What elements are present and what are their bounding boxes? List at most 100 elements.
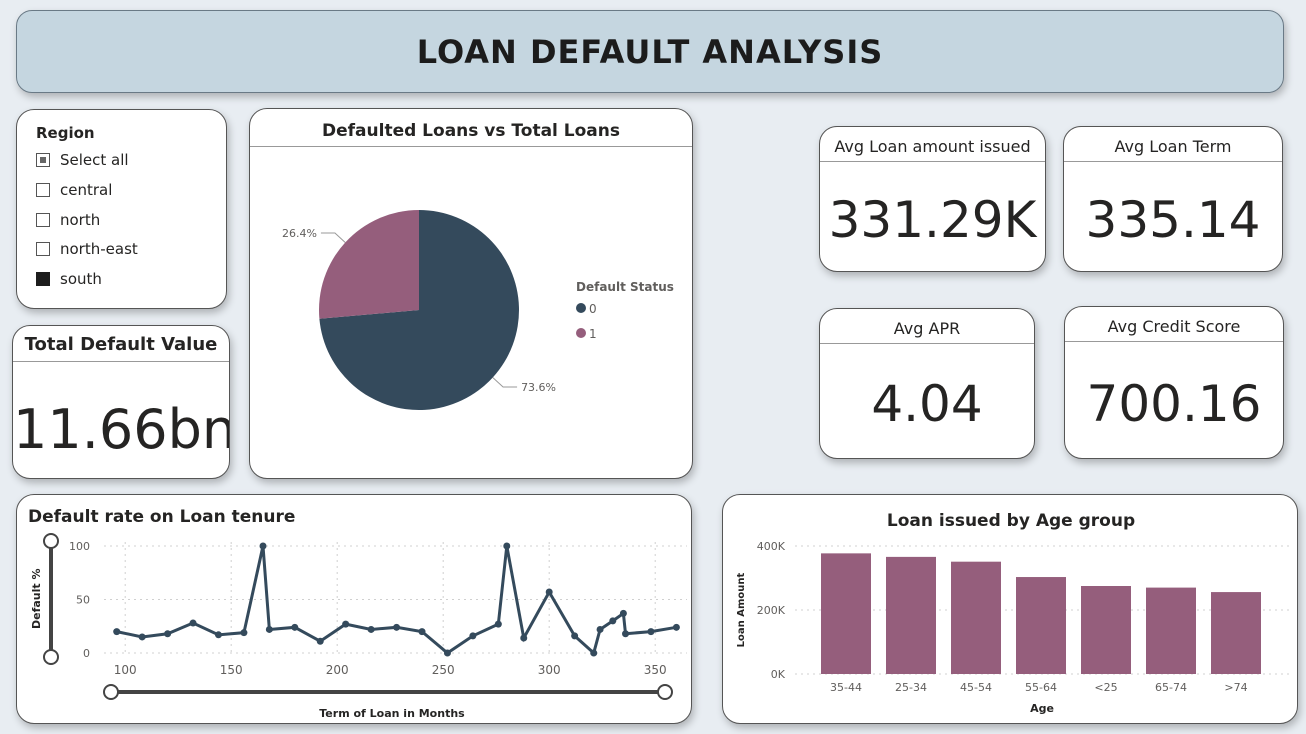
avg-apr-card: Avg APR 4.04	[819, 308, 1035, 459]
line-point[interactable]	[240, 629, 248, 637]
slicer-item-label: north-east	[60, 240, 138, 258]
bar-ylabel: Loan Amount	[736, 572, 747, 647]
slicer-title: Region	[36, 124, 95, 142]
line-point[interactable]	[259, 542, 267, 550]
legend-label-1: 1	[589, 327, 597, 341]
checkbox-icon[interactable]	[36, 183, 50, 197]
pie-legend-item-0[interactable]: 0	[576, 302, 597, 316]
line-xlabel: Term of Loan in Months	[319, 707, 465, 720]
line-point[interactable]	[609, 617, 617, 625]
checkbox-icon[interactable]	[36, 213, 50, 227]
x-range-slider-left-handle[interactable]	[103, 684, 119, 700]
checkbox-checked-icon[interactable]	[36, 272, 50, 286]
line-point[interactable]	[316, 637, 324, 645]
line-ytick-label: 100	[69, 540, 90, 553]
line-point[interactable]	[647, 628, 655, 636]
bar-xtick-label: 55-64	[1025, 681, 1057, 694]
line-xtick-label: 150	[220, 663, 243, 677]
line-point[interactable]	[113, 628, 121, 636]
pie-label-leader	[320, 232, 346, 243]
avg-credit-score-label: Avg Credit Score	[1107, 317, 1241, 336]
line-point[interactable]	[138, 633, 146, 641]
line-point[interactable]	[596, 625, 604, 633]
bar-chart: Loan issued by Age group 0K 200K 400K 35-4…	[736, 511, 1291, 715]
line-point[interactable]	[443, 649, 451, 657]
bar-ytick-label: 200K	[757, 604, 786, 617]
line-point[interactable]	[367, 625, 375, 633]
slicer-item-label: central	[60, 181, 113, 199]
line-point[interactable]	[418, 628, 426, 636]
avg-loan-amount-value: 331.29K	[828, 191, 1037, 249]
bar-xtick-label: 35-44	[830, 681, 862, 694]
checkbox-partial-icon[interactable]	[36, 153, 50, 167]
total-default-value: 11.66bn	[13, 398, 230, 461]
pie-slice-0[interactable]	[319, 210, 519, 410]
line-xtick-label: 350	[644, 663, 667, 677]
pie-chart-card: Defaulted Loans vs Total Loans 73.6% 26.4…	[249, 108, 693, 479]
bar-ytick-label: 400K	[757, 540, 786, 553]
line-point[interactable]	[214, 631, 222, 639]
bar-25-34[interactable]	[886, 556, 936, 674]
bar-chart-title: Loan issued by Age group	[887, 511, 1135, 531]
bar-xtick-label: <25	[1094, 681, 1117, 694]
line-point[interactable]	[265, 625, 273, 633]
pie-data-label-0: 73.6%	[521, 381, 556, 394]
line-point[interactable]	[520, 634, 528, 642]
pie-chart-title: Defaulted Loans vs Total Loans	[322, 121, 620, 141]
line-point[interactable]	[503, 542, 511, 550]
line-point[interactable]	[545, 588, 553, 596]
line-point[interactable]	[590, 649, 598, 657]
slicer-item-label: Select all	[60, 151, 129, 169]
avg-loan-amount-label: Avg Loan amount issued	[834, 137, 1031, 156]
line-point[interactable]	[619, 609, 627, 617]
line-point[interactable]	[291, 623, 299, 631]
line-xtick-label: 100	[114, 663, 137, 677]
legend-label-0: 0	[589, 302, 597, 316]
line-ytick-label: 0	[83, 647, 90, 660]
line-point[interactable]	[571, 632, 579, 640]
avg-loan-term-value: 335.14	[1085, 191, 1261, 249]
line-chart: Default rate on Loan tenure 0 50 100 100 15…	[28, 507, 687, 720]
avg-apr-label: Avg APR	[893, 319, 961, 338]
page-title: LOAN DEFAULT ANALYSIS	[416, 33, 884, 71]
bar-chart-card: Loan issued by Age group 0K 200K 400K 35-4…	[722, 494, 1298, 724]
line-chart-card: Default rate on Loan tenure 0 50 100 100 15…	[16, 494, 692, 724]
bar-xtick-label: 45-54	[960, 681, 992, 694]
slicer-item-label: north	[60, 211, 101, 229]
y-range-slider-top-handle[interactable]	[43, 533, 59, 549]
line-point[interactable]	[189, 619, 197, 627]
checkbox-icon[interactable]	[36, 242, 50, 256]
x-range-slider-right-handle[interactable]	[657, 684, 673, 700]
bar-55-64[interactable]	[1016, 577, 1066, 674]
slicer-item-north-east[interactable]: north-east	[36, 238, 138, 260]
line-xtick-label: 200	[326, 663, 349, 677]
line-point[interactable]	[494, 620, 502, 628]
bar->74[interactable]	[1211, 592, 1261, 674]
line-point[interactable]	[164, 630, 172, 638]
pie-legend-item-1[interactable]: 1	[576, 327, 597, 341]
slicer-item-central[interactable]: central	[36, 179, 112, 201]
bar-65-74[interactable]	[1146, 587, 1196, 674]
avg-apr-value: 4.04	[871, 375, 983, 433]
legend-swatch-1	[576, 328, 586, 338]
line-point[interactable]	[342, 620, 350, 628]
line-point[interactable]	[672, 623, 680, 631]
line-ytick-label: 50	[76, 594, 90, 607]
pie-slice-1[interactable]	[319, 210, 419, 319]
line-series	[116, 545, 677, 656]
bar-45-54[interactable]	[951, 561, 1001, 674]
bar-ytick-label: 0K	[771, 668, 786, 681]
line-xtick-label: 300	[538, 663, 561, 677]
line-point[interactable]	[622, 630, 630, 638]
slicer-item-south[interactable]: south	[36, 268, 102, 290]
slicer-item-north[interactable]: north	[36, 209, 100, 231]
bar-35-44[interactable]	[821, 553, 871, 674]
line-chart-title: Default rate on Loan tenure	[28, 507, 295, 527]
y-range-slider-bottom-handle[interactable]	[43, 649, 59, 665]
bar-xlabel: Age	[1030, 702, 1054, 715]
slicer-item-select-all[interactable]: Select all	[36, 149, 129, 171]
legend-swatch-0	[576, 303, 586, 313]
bar-<25[interactable]	[1081, 586, 1131, 674]
line-point[interactable]	[393, 623, 401, 631]
line-point[interactable]	[469, 632, 477, 640]
